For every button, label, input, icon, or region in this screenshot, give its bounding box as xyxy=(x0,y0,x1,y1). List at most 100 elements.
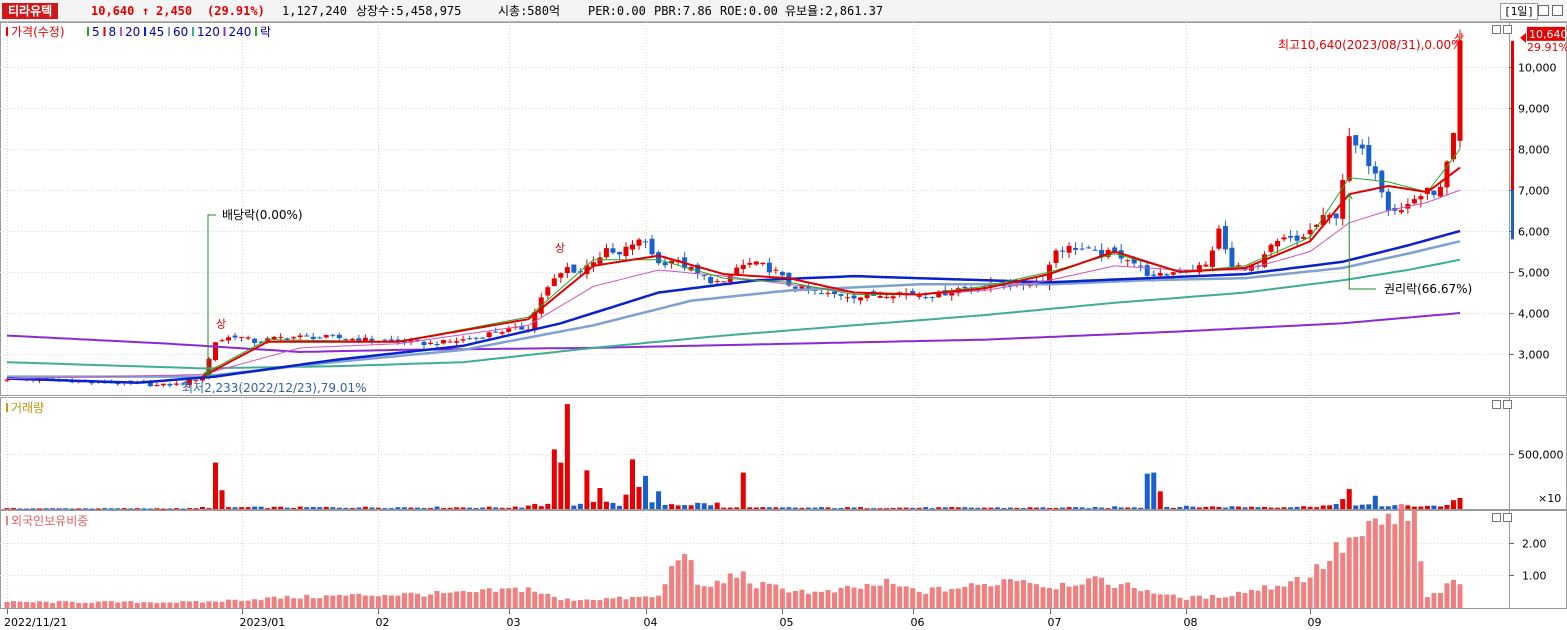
candle-body xyxy=(1092,249,1098,251)
foreign-ownership-bar xyxy=(630,596,636,608)
legend-label: 20 xyxy=(125,25,140,39)
volume-bar xyxy=(616,505,622,509)
close-window-icon[interactable] xyxy=(1552,5,1563,16)
legend-label: 60 xyxy=(173,25,188,39)
volume-bar xyxy=(428,508,434,510)
price-change: 2,450 xyxy=(156,4,193,18)
foreign-ownership-bar xyxy=(401,593,407,608)
candle-body xyxy=(701,275,707,277)
stock-chart[interactable]: 2022/11/21 2023/01 02 03 04 05 06 07 08 09 3,000 4,… xyxy=(0,22,1567,630)
volume-bar xyxy=(1242,507,1248,509)
foreign-ownership-bar xyxy=(584,599,590,608)
volume-bar xyxy=(1268,507,1274,509)
candle-body xyxy=(382,339,388,341)
foreign-ownership-bar xyxy=(1047,587,1053,608)
foreign-ownership-bar xyxy=(1190,595,1196,608)
foreign-ownership-bar xyxy=(649,597,655,608)
volume-bar xyxy=(56,508,62,510)
foreign-ownership-bar xyxy=(812,591,818,608)
candle-body xyxy=(297,335,303,338)
legend-label: 240 xyxy=(229,25,252,39)
candle-body xyxy=(1294,235,1300,241)
foreign-ownership-bar xyxy=(375,596,381,608)
volume-bar xyxy=(897,507,903,509)
foreign-ownership-bar xyxy=(656,595,662,608)
foreign-ownership-bar xyxy=(128,601,134,608)
volume-bar xyxy=(297,506,303,509)
foreign-ownership-bar xyxy=(434,590,440,608)
candle-body xyxy=(734,267,740,275)
volume-bar xyxy=(714,502,720,509)
restore-window-icon[interactable] xyxy=(1538,5,1549,16)
volume-bar xyxy=(486,506,492,509)
panel-close-icon xyxy=(1503,513,1512,522)
x-tick-label: 06 xyxy=(911,616,925,629)
candle-body xyxy=(213,342,219,361)
volume-bar xyxy=(623,494,629,509)
volume-bar xyxy=(1333,504,1339,509)
candle-body xyxy=(1079,248,1085,250)
foreign-ownership-bar xyxy=(1020,580,1026,608)
foreign-ownership-bar xyxy=(1099,577,1105,608)
candle-body xyxy=(428,342,434,344)
candle-body xyxy=(656,252,662,264)
candle-body xyxy=(584,265,590,275)
volume-bar xyxy=(1105,508,1111,510)
foreign-ownership-bar xyxy=(141,602,147,608)
volume-bar xyxy=(786,507,792,509)
foreign-ownership-bar xyxy=(792,590,798,608)
candle-body xyxy=(304,335,310,337)
volume-bar xyxy=(1340,499,1346,509)
period-selector[interactable]: [1일] xyxy=(1500,3,1538,20)
volume-bar xyxy=(1196,507,1202,509)
foreign-ownership-bar xyxy=(616,596,622,608)
volume-bar xyxy=(1281,507,1287,509)
foreign-ownership-bar xyxy=(37,601,43,608)
foreign-ownership-bar xyxy=(486,588,492,608)
foreign-ownership-bar xyxy=(949,588,955,608)
foreign-ownership-bar xyxy=(871,585,877,608)
foreign-ownership-bar xyxy=(994,585,1000,608)
foreign-ownership-bar xyxy=(441,593,447,608)
volume-bar xyxy=(1372,495,1378,509)
volume-bar xyxy=(630,459,636,509)
volume-bar xyxy=(4,508,10,510)
foreign-ownership-bar xyxy=(186,601,192,608)
volume-bar xyxy=(590,501,596,509)
x-tick-label: 04 xyxy=(644,616,658,629)
volume-bar xyxy=(1138,507,1144,509)
current-price: 10,640 xyxy=(91,4,135,18)
foreign-ownership-bar xyxy=(56,601,62,608)
foreign-ownership-bar xyxy=(597,600,603,608)
candle-body xyxy=(766,262,772,273)
candle-body xyxy=(519,326,525,330)
high-annotation: 최고10,640(2023/08/31),0.00% xyxy=(1278,38,1463,52)
volume-bar xyxy=(538,506,544,509)
volume-bar xyxy=(942,507,948,509)
volume-bar xyxy=(603,501,609,509)
limit-up-marker: 상 xyxy=(555,242,565,255)
foreign-ownership-bar xyxy=(284,595,290,608)
x-tick-label: 02 xyxy=(376,616,390,629)
foreign-ownership-bar xyxy=(252,599,258,608)
foreign-ownership-bar xyxy=(82,602,88,608)
volume-bar xyxy=(349,508,355,510)
candle-body xyxy=(258,341,264,343)
volume-bar xyxy=(766,507,772,509)
volume-bar xyxy=(1431,505,1437,509)
candle-body xyxy=(460,339,466,341)
foreign-ownership-bar xyxy=(43,601,49,608)
volume-bar xyxy=(1222,507,1228,509)
foreign-ownership-bar xyxy=(414,593,420,608)
volume-bar xyxy=(89,508,95,510)
ma8-line xyxy=(202,166,1461,378)
foreign-ownership-bar xyxy=(278,598,284,608)
candle-body xyxy=(401,341,407,344)
volume-bar xyxy=(1131,507,1137,509)
y-tick-label: 7,000 xyxy=(1518,185,1550,198)
foreign-ownership-bar xyxy=(473,592,479,608)
foreign-ownership-bar xyxy=(226,599,232,608)
stock-name[interactable]: 티라유텍 xyxy=(2,3,59,19)
candle-body xyxy=(343,339,349,341)
foreign-ownership-bar xyxy=(786,592,792,608)
